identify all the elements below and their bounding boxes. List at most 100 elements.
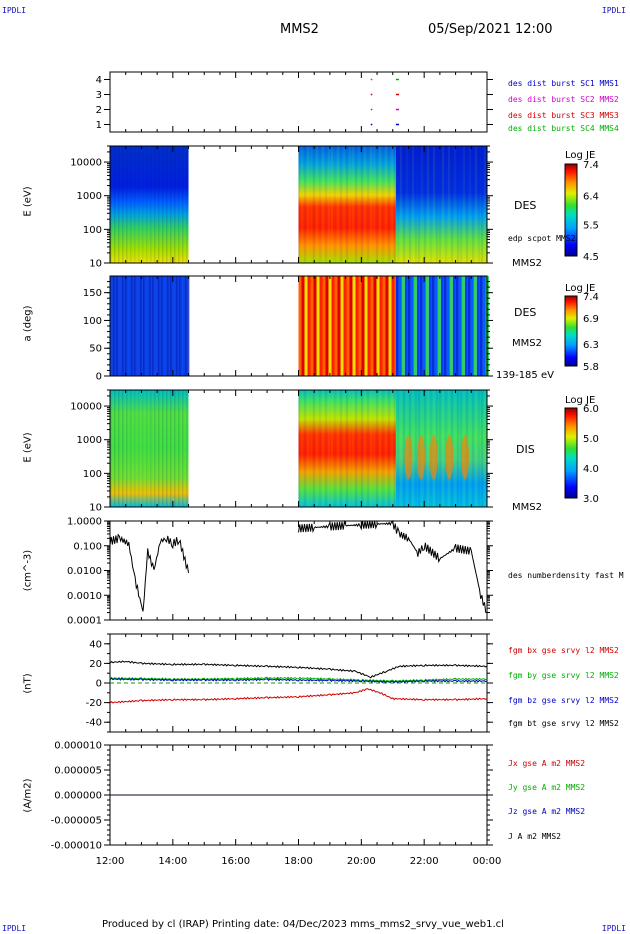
spectrogram-stripe xyxy=(437,276,441,376)
corner-label: IPDLI xyxy=(601,6,626,15)
legend-by: fgm by gse srvy l2 MMS2 xyxy=(508,671,619,680)
des-energy-ylabel: E (eV) xyxy=(22,186,34,217)
spectrogram-stripe xyxy=(394,390,396,507)
y-tick-label: 0.000005 xyxy=(54,766,102,777)
spectrogram-stripe xyxy=(313,276,317,376)
spectrogram-stripe xyxy=(415,146,417,263)
spectrogram-stripe xyxy=(475,390,477,507)
spectrogram-stripe xyxy=(131,276,133,376)
spectrogram-stripe xyxy=(466,146,468,263)
spectrogram-stripe xyxy=(403,146,405,263)
colorbar-tick-label: 6.3 xyxy=(583,340,599,351)
spectrogram-stripe xyxy=(397,390,399,507)
spectrogram-stripe xyxy=(298,390,300,507)
spectrogram-stripe xyxy=(155,276,157,376)
legend-bz: fgm bz gse srvy l2 MMS2 xyxy=(508,696,619,705)
spectrogram-stripe xyxy=(319,146,321,263)
spectrogram-stripe xyxy=(125,276,127,376)
spectrogram-stripe xyxy=(418,146,420,263)
spectrogram-stripe xyxy=(442,146,444,263)
colorbar-tick-label: 3.0 xyxy=(583,494,599,505)
spectrogram-stripe xyxy=(467,276,471,376)
spectrogram-stripe xyxy=(361,390,363,507)
spectrogram-stripe xyxy=(454,390,456,507)
spacecraft-title: MMS2 xyxy=(280,22,319,37)
panel-frame xyxy=(109,71,488,133)
spectrogram-stripe xyxy=(138,390,140,507)
des-label: DES xyxy=(514,306,537,319)
spectrogram-stripe xyxy=(407,276,411,376)
spectrogram-stripe xyxy=(428,276,432,376)
spectrogram-stripe xyxy=(430,146,432,263)
spectrogram-stripe xyxy=(352,390,354,507)
y-tick-label: -20 xyxy=(86,698,102,709)
spectrogram-stripe xyxy=(138,146,140,263)
spectrogram-stripe xyxy=(412,146,414,263)
spectrogram-stripe xyxy=(328,390,330,507)
spectrogram-stripe xyxy=(391,390,393,507)
spectrogram-stripe xyxy=(301,276,305,376)
spectrogram-stripe xyxy=(473,276,477,376)
bfield-line xyxy=(109,688,488,704)
colorbar-tick-label: 6.9 xyxy=(583,314,599,325)
spectrogram-stripe xyxy=(481,146,483,263)
spectrogram-stripe xyxy=(469,146,471,263)
spectrogram-stripe xyxy=(431,276,435,376)
ion-burst xyxy=(461,435,470,480)
colorbar-tick-label: 7.4 xyxy=(583,292,599,303)
ion-burst xyxy=(404,435,413,480)
spectrogram-stripe xyxy=(367,146,369,263)
spectrogram-stripe xyxy=(442,390,444,507)
y-tick-label: 10000 xyxy=(70,402,102,413)
y-tick-label: 1000 xyxy=(77,435,102,446)
spectrogram-segment xyxy=(298,146,396,263)
legend-density: des numberdensity fast M xyxy=(508,571,624,580)
density-line xyxy=(109,533,189,612)
colorbar-title: Log JE xyxy=(565,395,596,406)
spectrogram-stripe xyxy=(152,276,154,376)
colorbar-tick-label: 6.4 xyxy=(583,192,599,203)
spectrogram-stripe xyxy=(313,390,315,507)
spectrogram-stripe xyxy=(301,146,303,263)
spectrogram-stripe xyxy=(328,146,330,263)
spectrogram-stripe xyxy=(472,390,474,507)
spectrogram-stripe xyxy=(304,390,306,507)
spectrogram-stripe xyxy=(116,276,118,376)
spectrogram-stripe xyxy=(149,276,151,376)
spectrogram-stripe xyxy=(373,276,377,376)
spectrogram-stripe xyxy=(319,390,321,507)
y-tick-label: 40 xyxy=(89,639,102,650)
spectrogram-segment xyxy=(110,390,189,507)
legend-jy: Jy gse A m2 MMS2 xyxy=(508,783,586,792)
density-ylabel: (cm^-3) xyxy=(22,549,34,592)
spectrogram-stripe xyxy=(361,146,363,263)
spectrogram-stripe xyxy=(334,146,336,263)
spectrogram-stripe xyxy=(364,276,368,376)
spectrogram-stripe xyxy=(443,276,447,376)
spectrogram-stripe xyxy=(343,276,347,376)
spectrogram-stripe xyxy=(310,146,312,263)
spectrogram-stripe xyxy=(419,276,423,376)
bfield-line xyxy=(109,660,488,679)
bfield-line xyxy=(109,677,488,684)
spectrogram-stripe xyxy=(370,146,372,263)
spectrogram-stripe xyxy=(154,146,156,263)
colorbar-title: Log JE xyxy=(565,283,596,294)
spectrogram-stripe xyxy=(182,146,184,263)
spectrogram-stripe xyxy=(427,390,429,507)
spectrogram-stripe xyxy=(176,276,178,376)
spectrogram-stripe xyxy=(178,146,180,263)
spectrogram-stripe xyxy=(122,390,124,507)
spectrogram-stripe xyxy=(395,276,399,376)
spectrogram-stripe xyxy=(166,146,168,263)
y-tick-label: 150 xyxy=(83,288,102,299)
spectrogram-stripe xyxy=(449,276,453,376)
spectrogram-stripe xyxy=(301,390,303,507)
spectrogram-stripe xyxy=(174,390,176,507)
spectrogram-stripe xyxy=(352,276,356,376)
legend-j: J A m2 MMS2 xyxy=(508,832,561,841)
spectrogram-stripe xyxy=(406,146,408,263)
spectrogram-stripe xyxy=(439,390,441,507)
ion-burst xyxy=(417,435,426,480)
colorbar-tick-label: 5.0 xyxy=(583,434,599,445)
